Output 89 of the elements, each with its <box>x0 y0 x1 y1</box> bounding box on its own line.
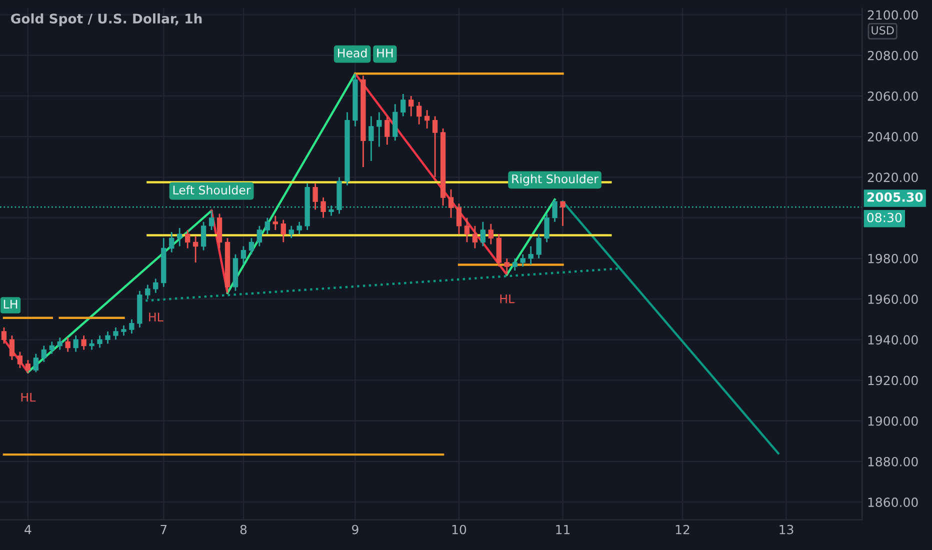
candlestick <box>312 182 318 210</box>
annotation: HL <box>149 312 164 322</box>
candlestick <box>384 116 390 146</box>
annotation: Left Shoulder <box>173 185 251 195</box>
x-tick-label: 10 <box>452 524 466 534</box>
y-tick-label: 1860.00 <box>868 498 918 508</box>
candlestick <box>25 359 31 374</box>
candlestick <box>192 235 198 264</box>
candlestick <box>33 353 39 373</box>
candlestick <box>376 112 382 148</box>
candlestick <box>256 225 262 247</box>
candlestick <box>1 326 7 344</box>
annotation: LH <box>4 300 18 309</box>
candlestick <box>448 188 454 218</box>
candlestick <box>185 229 190 249</box>
candlestick <box>424 109 430 130</box>
candlestick <box>464 217 470 243</box>
candlestick <box>129 318 134 334</box>
candlestick <box>296 221 302 235</box>
y-tick-label: 1960.00 <box>868 294 918 304</box>
ref-line-label: 2005.30 <box>867 192 923 202</box>
candlestick <box>504 258 510 276</box>
candlestick <box>280 219 286 243</box>
candlestick <box>432 116 438 178</box>
candlestick <box>288 225 294 239</box>
candlestick <box>400 93 406 117</box>
candlestick <box>264 217 270 235</box>
x-tick-label: 11 <box>556 524 570 534</box>
candlestick <box>272 215 278 231</box>
candlestick <box>456 202 462 235</box>
candlestick <box>9 334 15 361</box>
candlestick <box>97 334 102 348</box>
candlestick <box>544 213 550 243</box>
y-tick-label: 1880.00 <box>868 456 918 466</box>
x-tick-label: 4 <box>24 524 32 534</box>
candlestick <box>169 231 174 254</box>
candlestick <box>240 246 246 266</box>
y-tick-label: 2060.00 <box>868 91 918 101</box>
candlestick <box>416 101 422 126</box>
candlestick <box>73 334 78 353</box>
candlestick <box>536 233 542 260</box>
candlestick <box>208 210 214 231</box>
x-tick-label: 9 <box>352 524 358 534</box>
candlestick <box>368 116 374 162</box>
x-tick-label: 13 <box>780 524 794 534</box>
candlestick <box>552 198 558 223</box>
y-tick-label: 1980.00 <box>868 254 918 264</box>
x-tick-label: 8 <box>240 524 247 534</box>
candlestick <box>248 237 254 256</box>
y-tick-label: 1900.00 <box>868 416 918 426</box>
candlestick <box>177 227 182 247</box>
candlestick <box>560 200 566 227</box>
candlestick <box>121 324 126 336</box>
candlestick <box>81 334 86 350</box>
annotation: Head <box>338 48 367 58</box>
y-tick-label: 1920.00 <box>868 376 918 386</box>
candlestick <box>520 254 526 268</box>
candlestick <box>65 336 70 353</box>
y-tick-label: 2020.00 <box>868 172 918 182</box>
y-tick-label: 2080.00 <box>868 50 918 60</box>
candlestick <box>488 223 494 245</box>
candlestick <box>49 340 54 355</box>
candlestick <box>105 330 110 344</box>
candlestick <box>113 326 118 340</box>
chart-title: Gold Spot / U.S. Dollar, 1h <box>11 13 202 26</box>
candlestick <box>89 338 94 350</box>
x-tick-label: 7 <box>160 524 167 534</box>
annotation: Right Shoulder <box>512 174 598 186</box>
candlestick <box>57 336 62 350</box>
y-axis-title: USD <box>872 26 894 34</box>
text: 08:30 <box>867 212 902 222</box>
annotation: HL <box>21 392 36 402</box>
candlestick <box>153 278 158 294</box>
y-tick-label: 1940.00 <box>868 335 918 345</box>
candlestick <box>41 345 46 363</box>
candlestick <box>408 95 414 117</box>
y-tick-label: 2040.00 <box>868 132 918 142</box>
candlestick <box>17 351 23 369</box>
candlestick <box>528 246 534 266</box>
candlestick <box>512 258 518 272</box>
x-tick-label: 12 <box>676 524 690 534</box>
candlestick <box>320 196 326 218</box>
y-tick-label: 2100.00 <box>868 10 918 20</box>
annotation: HL <box>500 294 515 304</box>
candlestick <box>145 284 150 300</box>
candlestick <box>472 225 478 249</box>
annotation: HH <box>377 48 393 58</box>
candlestick <box>200 221 206 251</box>
candlestick <box>480 221 486 247</box>
